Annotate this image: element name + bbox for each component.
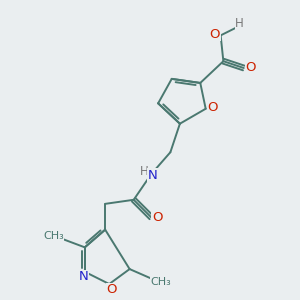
Text: O: O [207,101,218,114]
Text: CH₃: CH₃ [43,231,64,241]
Text: O: O [152,211,163,224]
Text: N: N [148,169,158,182]
Text: O: O [209,28,220,40]
Text: N: N [79,270,88,283]
Text: H: H [235,17,244,30]
Text: O: O [245,61,256,74]
Text: H: H [140,165,148,178]
Text: O: O [107,284,117,296]
Text: CH₃: CH₃ [151,277,171,287]
